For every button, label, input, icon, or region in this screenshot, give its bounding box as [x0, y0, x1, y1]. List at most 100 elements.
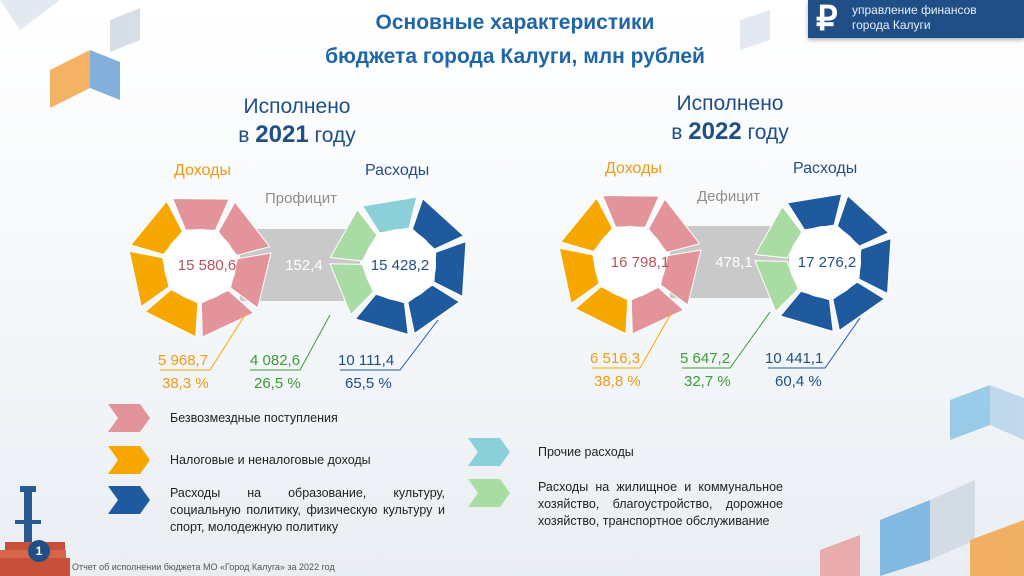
leader-line-2	[340, 319, 439, 371]
legend-swatch-gratuitous	[108, 404, 150, 432]
expense-label: Расходы	[793, 160, 858, 177]
legend-swatch-other	[468, 438, 510, 466]
decor-cube	[50, 50, 90, 108]
legend-housing: Расходы на жилищное и коммунальное хозяй…	[538, 480, 783, 528]
expense-segment-6	[754, 205, 803, 259]
legend-other: Прочие расходы	[538, 445, 634, 459]
executed-label: Исполнено	[243, 95, 351, 118]
expense-segment-6	[329, 208, 378, 262]
balance-label: Дефицит	[697, 188, 761, 205]
decor-cube	[820, 535, 860, 576]
brand-banner: ₽ управление финансов города Калуги	[808, 0, 1024, 38]
income-segment-3	[200, 289, 255, 338]
expense-segment-5	[754, 260, 799, 313]
tax-income-value: 5 968,7	[158, 352, 209, 369]
income-label: Доходы	[174, 162, 231, 179]
expense-segment-3	[407, 284, 461, 335]
year-heading-2022: Исполнено в 2022 году	[655, 90, 805, 147]
income-segment-2	[659, 249, 702, 306]
income-segment-2	[229, 252, 272, 309]
housing-value: 4 082,6	[250, 352, 301, 369]
expense-center	[364, 229, 436, 301]
expense-segment-4	[354, 293, 409, 336]
income-segment-5	[558, 247, 600, 305]
income-total: 15 580,6	[177, 257, 237, 274]
education-share: 65,5 %	[345, 375, 392, 392]
decor-cube	[970, 520, 1024, 576]
page-title: Основные характеристики бюджета города К…	[250, 6, 780, 74]
income-label: Доходы	[605, 160, 662, 177]
income-center	[594, 226, 666, 298]
income-segment-6	[129, 200, 184, 256]
year-value: 2021	[255, 121, 309, 148]
housing-value: 5 647,2	[680, 350, 731, 367]
executed-label: Исполнено	[676, 92, 784, 115]
legend-tax: Налоговые и неналоговые доходы	[170, 453, 371, 467]
expense-label: Расходы	[365, 162, 430, 179]
year-heading-2021: Исполнено в 2021 году	[222, 93, 372, 150]
income-center	[164, 229, 236, 301]
income-segment-4	[144, 289, 199, 338]
year-suffix: году	[314, 124, 356, 147]
income-segment-4	[574, 286, 629, 335]
expense-segment-2	[858, 237, 892, 295]
year-suffix: году	[747, 121, 789, 144]
leader-line-0	[592, 311, 673, 369]
legend-swatch-tax	[108, 446, 150, 474]
expense-segment-4	[779, 290, 834, 333]
expense-total: 15 428,2	[370, 257, 430, 274]
legend-swatch-housing	[468, 479, 510, 507]
tax-income-share: 38,3 %	[162, 375, 209, 392]
decor-cube	[740, 10, 770, 50]
decor-cube	[930, 480, 975, 560]
brand-line-2: города Калуги	[852, 18, 931, 32]
year-prefix: в	[238, 124, 250, 147]
leader-line-1	[250, 314, 331, 371]
income-segment-6	[559, 197, 614, 253]
expense-center	[789, 226, 861, 298]
education-share: 60,4 %	[775, 373, 822, 390]
expense-segment-0	[361, 196, 418, 234]
expense-total: 17 276,2	[797, 254, 857, 271]
title-line-1: Основные характеристики	[375, 11, 655, 34]
leader-line-2	[768, 317, 861, 369]
decor-cube	[0, 0, 60, 30]
footer-text: Отчет об исполнении бюджета МО «Город Ка…	[72, 562, 335, 572]
income-total: 16 798,1	[610, 254, 670, 271]
brand-line-1: управление финансов	[852, 3, 977, 17]
expense-segment-2	[433, 240, 467, 298]
expense-segment-1	[836, 194, 890, 247]
balance-label: Профицит	[265, 190, 338, 207]
balance-value: 478,1	[715, 254, 753, 271]
expense-segment-5	[329, 263, 374, 316]
expense-segment-3	[832, 281, 886, 332]
housing-share: 26,5 %	[254, 375, 301, 392]
decor-cube	[110, 8, 140, 52]
education-value: 10 111,4	[338, 352, 395, 369]
decor-cube	[950, 385, 990, 440]
education-value: 10 441,1	[765, 350, 824, 367]
legend-education: Расходы на образование, культуру, социал…	[170, 486, 445, 534]
expense-segment-0	[786, 193, 843, 231]
housing-share: 32,7 %	[684, 373, 731, 390]
expense-segment-1	[411, 197, 465, 250]
decor-cube	[90, 50, 120, 100]
decor-cube	[990, 385, 1024, 440]
legend-gratuitous: Безвозмездные поступления	[170, 411, 338, 425]
tax-income-share: 38,8 %	[594, 373, 641, 390]
income-segment-1	[647, 198, 701, 253]
title-line-2: бюджета города Калуги, млн рублей	[325, 45, 705, 68]
income-segment-1	[217, 201, 271, 256]
income-segment-0	[601, 194, 660, 228]
ruble-icon: ₽	[816, 0, 838, 38]
income-segment-5	[128, 250, 170, 308]
income-segment-3	[630, 286, 685, 335]
year-value: 2022	[688, 118, 742, 145]
tax-income-value: 6 516,3	[590, 350, 641, 367]
legend-swatch-education	[108, 486, 150, 514]
page-number-badge: 1	[28, 540, 50, 562]
decor-cube	[880, 500, 930, 576]
